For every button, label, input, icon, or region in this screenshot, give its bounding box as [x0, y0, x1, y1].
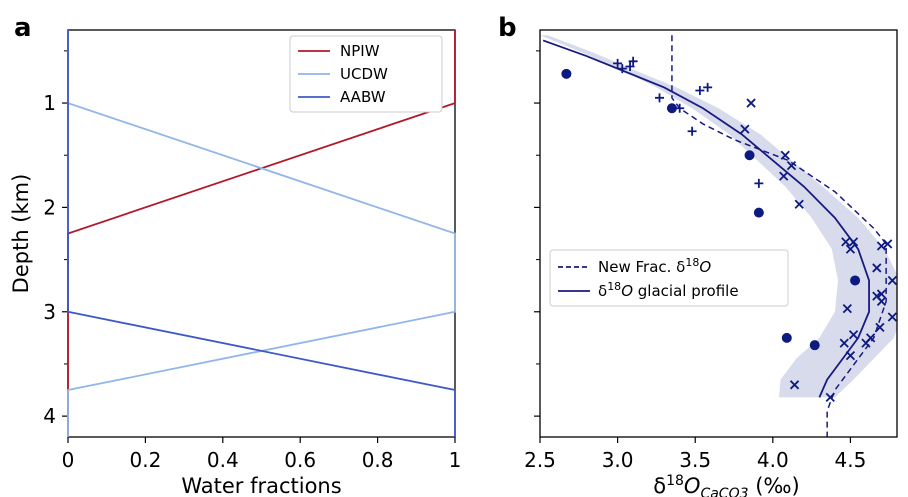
legend-text-post: glacial profile: [633, 282, 739, 300]
x-tick-label: 0.8: [362, 448, 394, 472]
data-point-x: [779, 171, 789, 181]
data-point-plus: [675, 103, 685, 113]
data-point-x: [794, 199, 804, 209]
data-point-circle: [744, 150, 755, 161]
x-tick-label: 0: [62, 448, 75, 472]
panel-label: a: [14, 13, 32, 43]
dashed-profile-line: [671, 35, 887, 437]
data-point-x: [876, 241, 887, 251]
data-point-circle: [666, 103, 677, 114]
data-point-x: [839, 338, 849, 348]
data-point-x: [740, 124, 750, 134]
data-point-x: [780, 150, 790, 160]
x-tick-label: 3.5: [679, 448, 711, 472]
legend-text-o: O: [699, 258, 711, 276]
data-point-x: [883, 239, 893, 249]
y-tick-label: 4: [43, 404, 56, 428]
data-point-plus: [613, 58, 623, 68]
data-point-plus: [655, 93, 665, 103]
data-point-x: [789, 380, 800, 390]
data-point-x: [746, 98, 756, 108]
data-point-x: [876, 289, 887, 299]
data-point-x: [872, 263, 882, 273]
legend-entry: UCDW: [340, 65, 388, 83]
data-point-x: [845, 350, 856, 361]
x-title-unit: (‰): [749, 474, 800, 497]
x-tick-label: 3.0: [602, 448, 634, 472]
x-tick-label: 4.0: [757, 448, 789, 472]
data-point-x: [887, 275, 897, 286]
data-point-circle: [850, 275, 861, 286]
y-axis-title: Depth (km): [9, 174, 33, 294]
data-point-x: [786, 161, 797, 171]
y-tick-label: 3: [43, 300, 56, 324]
plot-frame: [539, 29, 898, 438]
legend-entry: AABW: [340, 88, 386, 106]
data-point-plus: [617, 64, 627, 74]
data-point-plus: [703, 82, 713, 92]
x-title-sup: 18: [666, 473, 684, 489]
glacial-profile-line: [542, 39, 870, 398]
data-point-circle: [753, 207, 764, 218]
data-point-plus: [754, 178, 764, 188]
legend-text-o: O: [621, 282, 633, 300]
data-point-x: [848, 330, 859, 340]
data-point-x: [842, 304, 852, 314]
legend-box: [549, 249, 789, 307]
data-point-x: [845, 244, 856, 254]
x-title-delta: δ: [653, 474, 666, 497]
data-point-x: [876, 296, 887, 306]
data-point-plus: [628, 56, 638, 66]
data-point-plus: [687, 126, 697, 136]
data-point-x: [861, 338, 871, 348]
data-point-circle: [809, 340, 820, 351]
legend: NPIW UCDW AABW: [289, 35, 443, 113]
x-tick-label: 4.5: [835, 448, 867, 472]
x-tick-label: 0.4: [207, 448, 239, 472]
data-point-plus: [695, 86, 705, 96]
data-point-circle: [781, 332, 792, 343]
x-tick-label: 2.5: [524, 448, 556, 472]
data-point-x: [875, 322, 885, 333]
legend-text-sup: 18: [685, 256, 699, 269]
legend-text-sup: 18: [607, 280, 621, 293]
data-point-plus: [625, 62, 635, 72]
y-tick-label: 2: [43, 195, 56, 219]
legend-text-pre: δ: [598, 282, 607, 300]
x-tick-label: 1: [449, 448, 462, 472]
data-point-circle: [561, 68, 572, 79]
data-point-x: [825, 392, 835, 402]
x-axis-title: δ18OCaCO3 (‰): [653, 473, 800, 497]
x-title-o: O: [684, 474, 701, 497]
series-line-aabw: [67, 30, 456, 437]
x-tick-label: 0.2: [129, 448, 161, 472]
legend-entry: δ18O glacial profile: [598, 280, 739, 300]
y-tick-label: 1: [43, 91, 56, 115]
panel-label: b: [498, 13, 517, 43]
data-point-x: [848, 237, 859, 247]
legend-entry: NPIW: [340, 42, 380, 60]
plot-area: [540, 35, 897, 437]
panel-a: a 0 0.2 0.4 0.6 0.8 1 1 2 3 4 Depth (km) Water fract…: [9, 13, 461, 497]
data-point-x: [887, 312, 897, 322]
legend-entry: New Frac. δ18O: [598, 256, 711, 276]
uncertainty-band: [540, 35, 897, 398]
x-axis-title: Water fractions: [181, 474, 341, 497]
data-point-x: [841, 237, 851, 247]
legend-box: [289, 35, 443, 113]
x-tick-label: 0.6: [284, 448, 316, 472]
legend-text-pre: New Frac. δ: [598, 258, 685, 276]
x-title-sub: CaCO3: [700, 486, 748, 497]
